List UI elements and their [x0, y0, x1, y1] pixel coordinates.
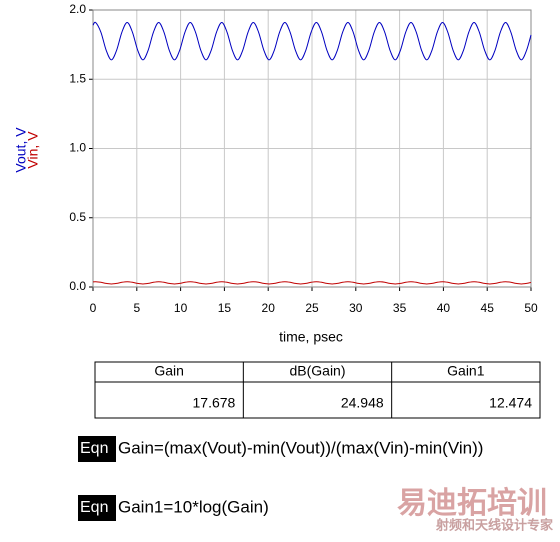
x-tick-label: 5: [133, 301, 140, 315]
x-tick-label: 0: [90, 301, 97, 315]
y-axis-label: Vin, V: [25, 131, 41, 169]
table-header: Gain: [154, 363, 184, 379]
x-tick-label: 35: [393, 301, 407, 315]
y-tick-label: 0.5: [69, 210, 86, 224]
table-header: Gain1: [447, 363, 485, 379]
x-tick-label: 30: [349, 301, 363, 315]
y-tick-label: 0.0: [69, 279, 86, 293]
equation: Gain=(max(Vout)-min(Vout))/(max(Vin)-min…: [118, 438, 483, 457]
x-tick-label: 40: [437, 301, 451, 315]
y-axis-label: Vout, V: [13, 127, 29, 173]
data-line: [92, 281, 532, 285]
watermark-title: 易迪拓培训: [397, 486, 547, 520]
eqn-tag-bg: [78, 436, 116, 462]
plot-frame: [92, 9, 532, 288]
x-tick-label: 10: [174, 301, 188, 315]
eqn-tag: Eqn: [80, 440, 108, 457]
table-cell: 24.948: [341, 395, 384, 411]
watermark-subtitle: 射频和天线设计专家: [435, 517, 554, 532]
table-frame: [94, 361, 541, 419]
y-tick-label: 1.5: [69, 71, 86, 85]
table-header: dB(Gain): [289, 363, 345, 379]
x-axis-label: time, psec: [279, 329, 343, 345]
y-tick-label: 1.0: [69, 141, 86, 155]
x-tick-label: 50: [524, 301, 538, 315]
x-tick-label: 15: [218, 301, 232, 315]
table-cell: 12.474: [489, 395, 532, 411]
y-tick-label: 2.0: [69, 2, 86, 16]
eqn-tag-bg: [78, 495, 116, 521]
equation: Gain1=10*log(Gain): [118, 497, 269, 516]
eqn-tag: Eqn: [80, 499, 108, 516]
x-tick-label: 20: [262, 301, 276, 315]
data-line: [92, 21, 532, 61]
table-cell: 17.678: [193, 395, 236, 411]
x-tick-label: 45: [481, 301, 495, 315]
x-tick-label: 25: [305, 301, 319, 315]
